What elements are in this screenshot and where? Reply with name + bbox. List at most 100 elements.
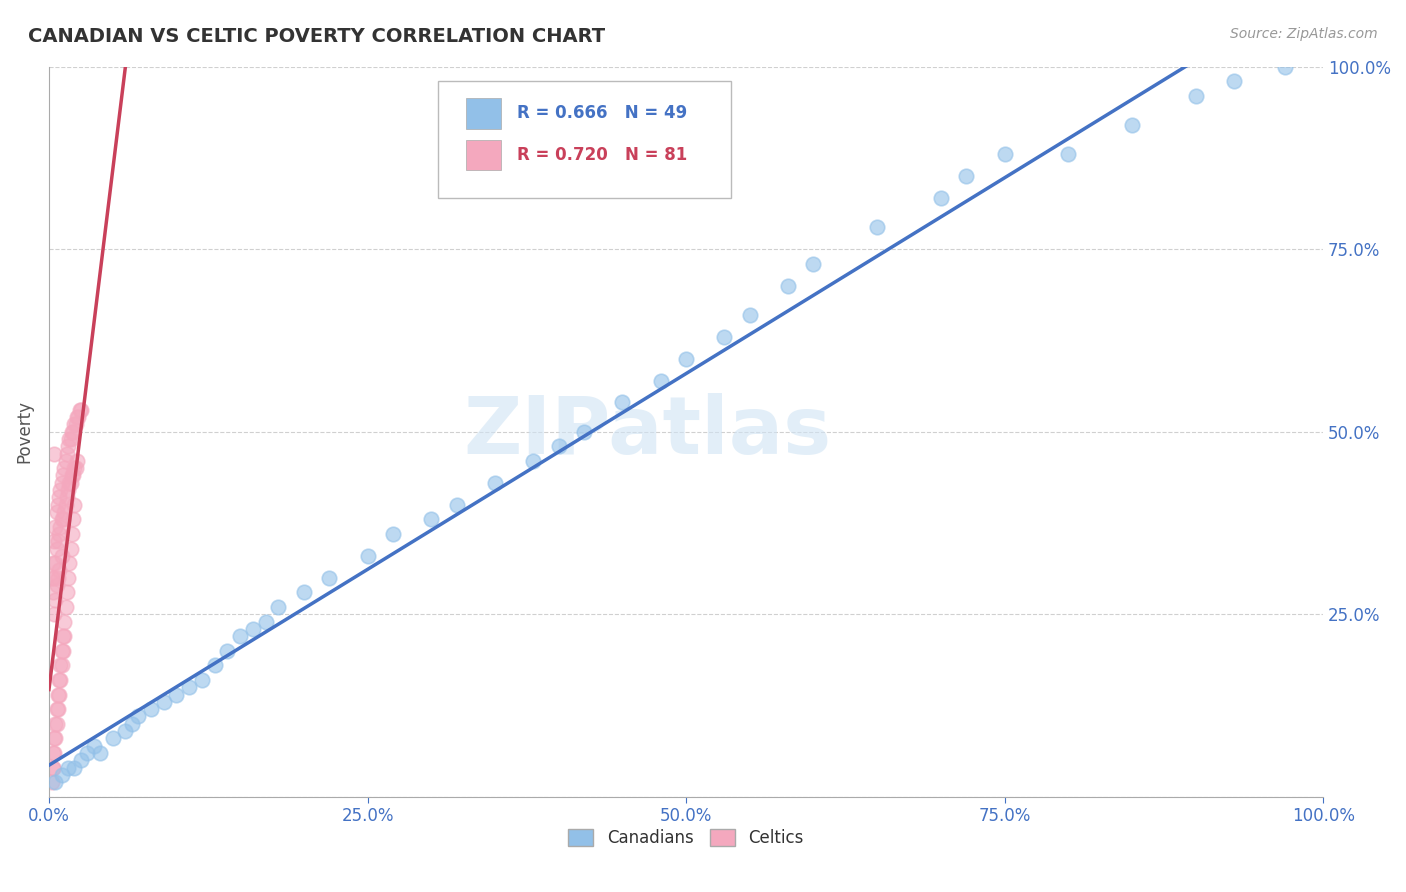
Point — [44, 519, 66, 533]
Point — [46, 534, 69, 549]
Point — [738, 308, 761, 322]
Point — [994, 147, 1017, 161]
Point — [229, 629, 252, 643]
Point — [56, 447, 79, 461]
Point — [929, 191, 952, 205]
Point — [49, 658, 72, 673]
Point — [42, 607, 65, 622]
Point — [46, 571, 69, 585]
Point — [51, 658, 73, 673]
Point — [59, 541, 82, 556]
Point — [254, 615, 277, 629]
Point — [44, 716, 66, 731]
Point — [612, 395, 634, 409]
Point — [53, 615, 76, 629]
Point — [41, 571, 63, 585]
Point — [318, 571, 340, 585]
Point — [62, 512, 84, 526]
Text: CANADIAN VS CELTIC POVERTY CORRELATION CHART: CANADIAN VS CELTIC POVERTY CORRELATION C… — [28, 27, 605, 45]
Point — [56, 571, 79, 585]
Point — [955, 169, 977, 183]
Point — [1223, 74, 1246, 88]
Point — [52, 629, 75, 643]
Point — [52, 512, 75, 526]
Legend: Canadians, Celtics: Canadians, Celtics — [561, 822, 810, 855]
Point — [776, 278, 799, 293]
Point — [42, 760, 65, 774]
Point — [1274, 60, 1296, 74]
Point — [52, 468, 75, 483]
Point — [69, 402, 91, 417]
Point — [121, 716, 143, 731]
Point — [191, 673, 214, 687]
Point — [76, 746, 98, 760]
Point — [139, 702, 162, 716]
Point — [51, 768, 73, 782]
Point — [45, 716, 67, 731]
Point — [522, 454, 544, 468]
Point — [53, 505, 76, 519]
Point — [59, 475, 82, 490]
Point — [45, 702, 67, 716]
Point — [46, 702, 69, 716]
Point — [267, 599, 290, 614]
FancyBboxPatch shape — [465, 98, 502, 128]
Point — [89, 746, 111, 760]
Point — [42, 760, 65, 774]
Point — [56, 760, 79, 774]
Point — [650, 374, 672, 388]
Text: ZIPatlas: ZIPatlas — [464, 392, 832, 471]
Point — [53, 629, 76, 643]
FancyBboxPatch shape — [437, 81, 731, 198]
Point — [547, 439, 569, 453]
Point — [420, 512, 443, 526]
Point — [446, 498, 468, 512]
Point — [58, 475, 80, 490]
Point — [42, 447, 65, 461]
Point — [48, 491, 70, 505]
Point — [46, 688, 69, 702]
Point — [204, 658, 226, 673]
Point — [803, 257, 825, 271]
Point — [58, 556, 80, 570]
Point — [55, 599, 77, 614]
Point — [63, 417, 86, 432]
Point — [56, 491, 79, 505]
Point — [45, 578, 67, 592]
Point — [55, 498, 77, 512]
Point — [48, 563, 70, 577]
Point — [484, 475, 506, 490]
Point — [49, 483, 72, 497]
Point — [1184, 88, 1206, 103]
Point — [65, 417, 87, 432]
Text: R = 0.720   N = 81: R = 0.720 N = 81 — [516, 146, 688, 164]
FancyBboxPatch shape — [465, 140, 502, 170]
Point — [101, 731, 124, 746]
Point — [56, 483, 79, 497]
Point — [59, 432, 82, 446]
Point — [41, 775, 63, 789]
Point — [42, 571, 65, 585]
Point — [46, 498, 69, 512]
Point — [63, 498, 86, 512]
Point — [83, 739, 105, 753]
Point — [42, 534, 65, 549]
Point — [44, 592, 66, 607]
Point — [58, 432, 80, 446]
Point — [165, 688, 187, 702]
Point — [56, 585, 79, 599]
Point — [866, 220, 889, 235]
Point — [45, 505, 67, 519]
Point — [60, 468, 83, 483]
Point — [675, 351, 697, 366]
Point — [44, 775, 66, 789]
Point — [44, 731, 66, 746]
Point — [67, 410, 90, 425]
Point — [48, 527, 70, 541]
Point — [152, 695, 174, 709]
Point — [51, 512, 73, 526]
Point — [56, 439, 79, 453]
Point — [179, 680, 201, 694]
Point — [60, 425, 83, 439]
Point — [69, 753, 91, 767]
